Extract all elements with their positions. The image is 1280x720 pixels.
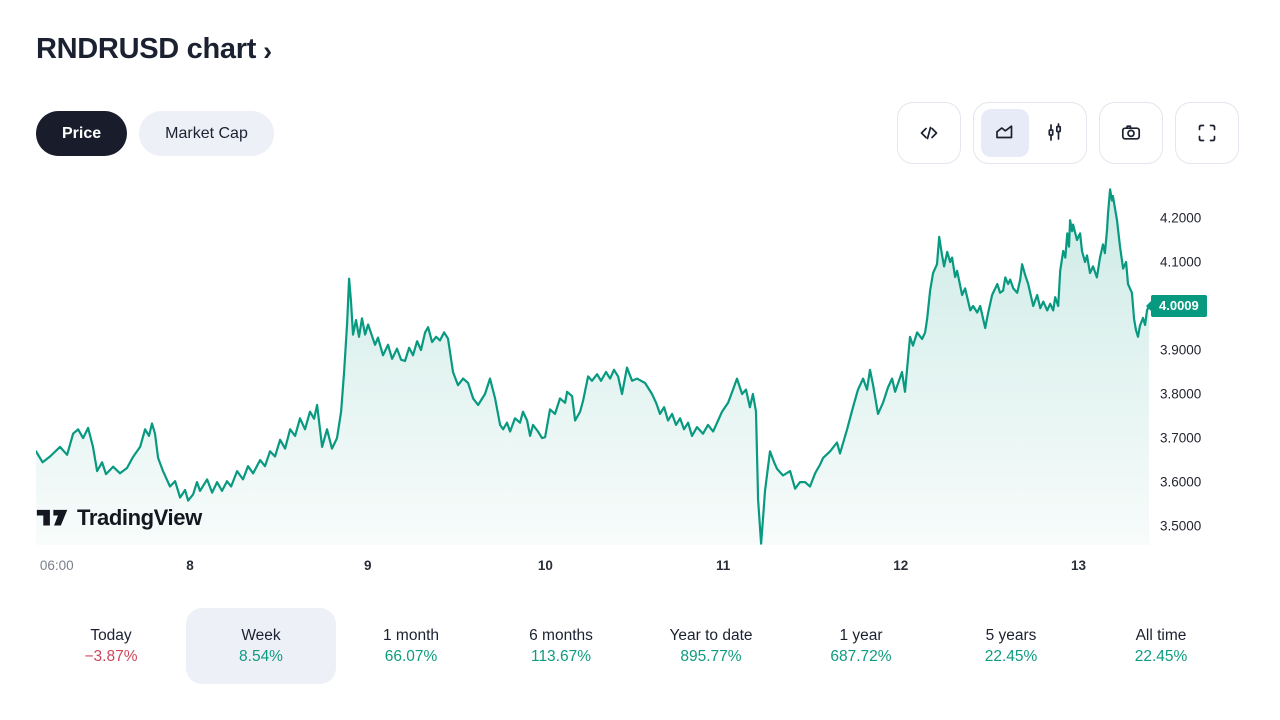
period-all-time[interactable]: All time 22.45% (1086, 608, 1236, 684)
period-6-months[interactable]: 6 months 113.67% (486, 608, 636, 684)
market-cap-toggle-button[interactable]: Market Cap (139, 111, 274, 156)
chart-type-group (973, 102, 1087, 164)
period-change-value: 22.45% (1134, 647, 1188, 665)
time-tick-label: 06:00 (39, 558, 74, 573)
period-week[interactable]: Week 8.54% (186, 608, 336, 684)
page-title-text: RNDRUSD chart (36, 33, 257, 65)
period-label: All time (1135, 626, 1187, 644)
period-change-value: 687.72% (830, 647, 892, 665)
time-tick-label: 10 (537, 558, 553, 573)
area-chart-type-button[interactable] (981, 109, 1029, 157)
period-today[interactable]: Today −3.87% (36, 608, 186, 684)
period-change-value: 113.67% (530, 647, 592, 665)
price-toggle-button[interactable]: Price (36, 111, 128, 156)
period-change-value: 895.77% (680, 647, 742, 665)
time-tick-label: 12 (893, 558, 909, 573)
price-tick-label: 4.1000 (1160, 254, 1202, 270)
chart-price-line (36, 188, 1149, 545)
fullscreen-button[interactable] (1175, 102, 1239, 164)
price-tick-label: 4.2000 (1160, 210, 1202, 226)
period-change-value: −3.87% (84, 647, 138, 665)
period-label: Today (90, 626, 132, 644)
candlestick-icon (1048, 123, 1062, 141)
time-tick-label: 8 (186, 558, 194, 573)
period-change-value: 66.07% (384, 647, 438, 665)
chevron-right-icon: › (263, 35, 273, 66)
camera-icon (1121, 125, 1141, 140)
period-5-years[interactable]: 5 years 22.45% (936, 608, 1086, 684)
area-chart-icon (996, 125, 1013, 139)
code-icon (920, 126, 938, 140)
price-tick-label: 3.9000 (1160, 342, 1202, 358)
chart-toolbar (897, 102, 1239, 164)
period-label: 1 year (839, 626, 883, 644)
period-label: 5 years (985, 626, 1037, 644)
price-area-chart[interactable] (36, 185, 1149, 545)
current-price-value: 4.0009 (1159, 297, 1199, 313)
tradingview-logo[interactable]: TradingView (36, 505, 202, 531)
period-stats-row: Today −3.87% Week 8.54% 1 month 66.07% 6 month… (36, 608, 1236, 684)
price-marketcap-toggle: Price Market Cap (36, 111, 274, 156)
period-1-year[interactable]: 1 year 687.72% (786, 608, 936, 684)
price-tick-label: 3.7000 (1160, 430, 1202, 446)
price-tick-label: 3.6000 (1160, 474, 1202, 490)
time-tick-label: 13 (1070, 558, 1086, 573)
period-change-value: 22.45% (984, 647, 1038, 665)
period-change-value: 8.54% (239, 647, 283, 665)
period-year-to-date[interactable]: Year to date 895.77% (636, 608, 786, 684)
period-label: 1 month (382, 626, 439, 644)
time-tick-label: 9 (363, 558, 372, 573)
page-title[interactable]: RNDRUSD chart › (36, 33, 272, 66)
period-1-month[interactable]: 1 month 66.07% (336, 608, 486, 684)
snapshot-button[interactable] (1099, 102, 1163, 164)
price-tick-label: 3.5000 (1160, 518, 1202, 534)
period-label: Week (241, 626, 281, 644)
period-label: Year to date (669, 626, 753, 644)
period-label: 6 months (529, 626, 593, 644)
current-price-tag: 4.0009 (1151, 294, 1207, 317)
embed-code-button[interactable] (897, 102, 961, 164)
tradingview-wordmark: TradingView (77, 505, 202, 530)
candlestick-chart-type-button[interactable] (1031, 109, 1079, 157)
price-tick-label: 3.8000 (1160, 386, 1202, 402)
chart-area-fill (36, 189, 1149, 545)
fullscreen-icon (1198, 124, 1216, 142)
tradingview-mark-icon (36, 509, 68, 525)
time-tick-label: 11 (715, 558, 731, 573)
